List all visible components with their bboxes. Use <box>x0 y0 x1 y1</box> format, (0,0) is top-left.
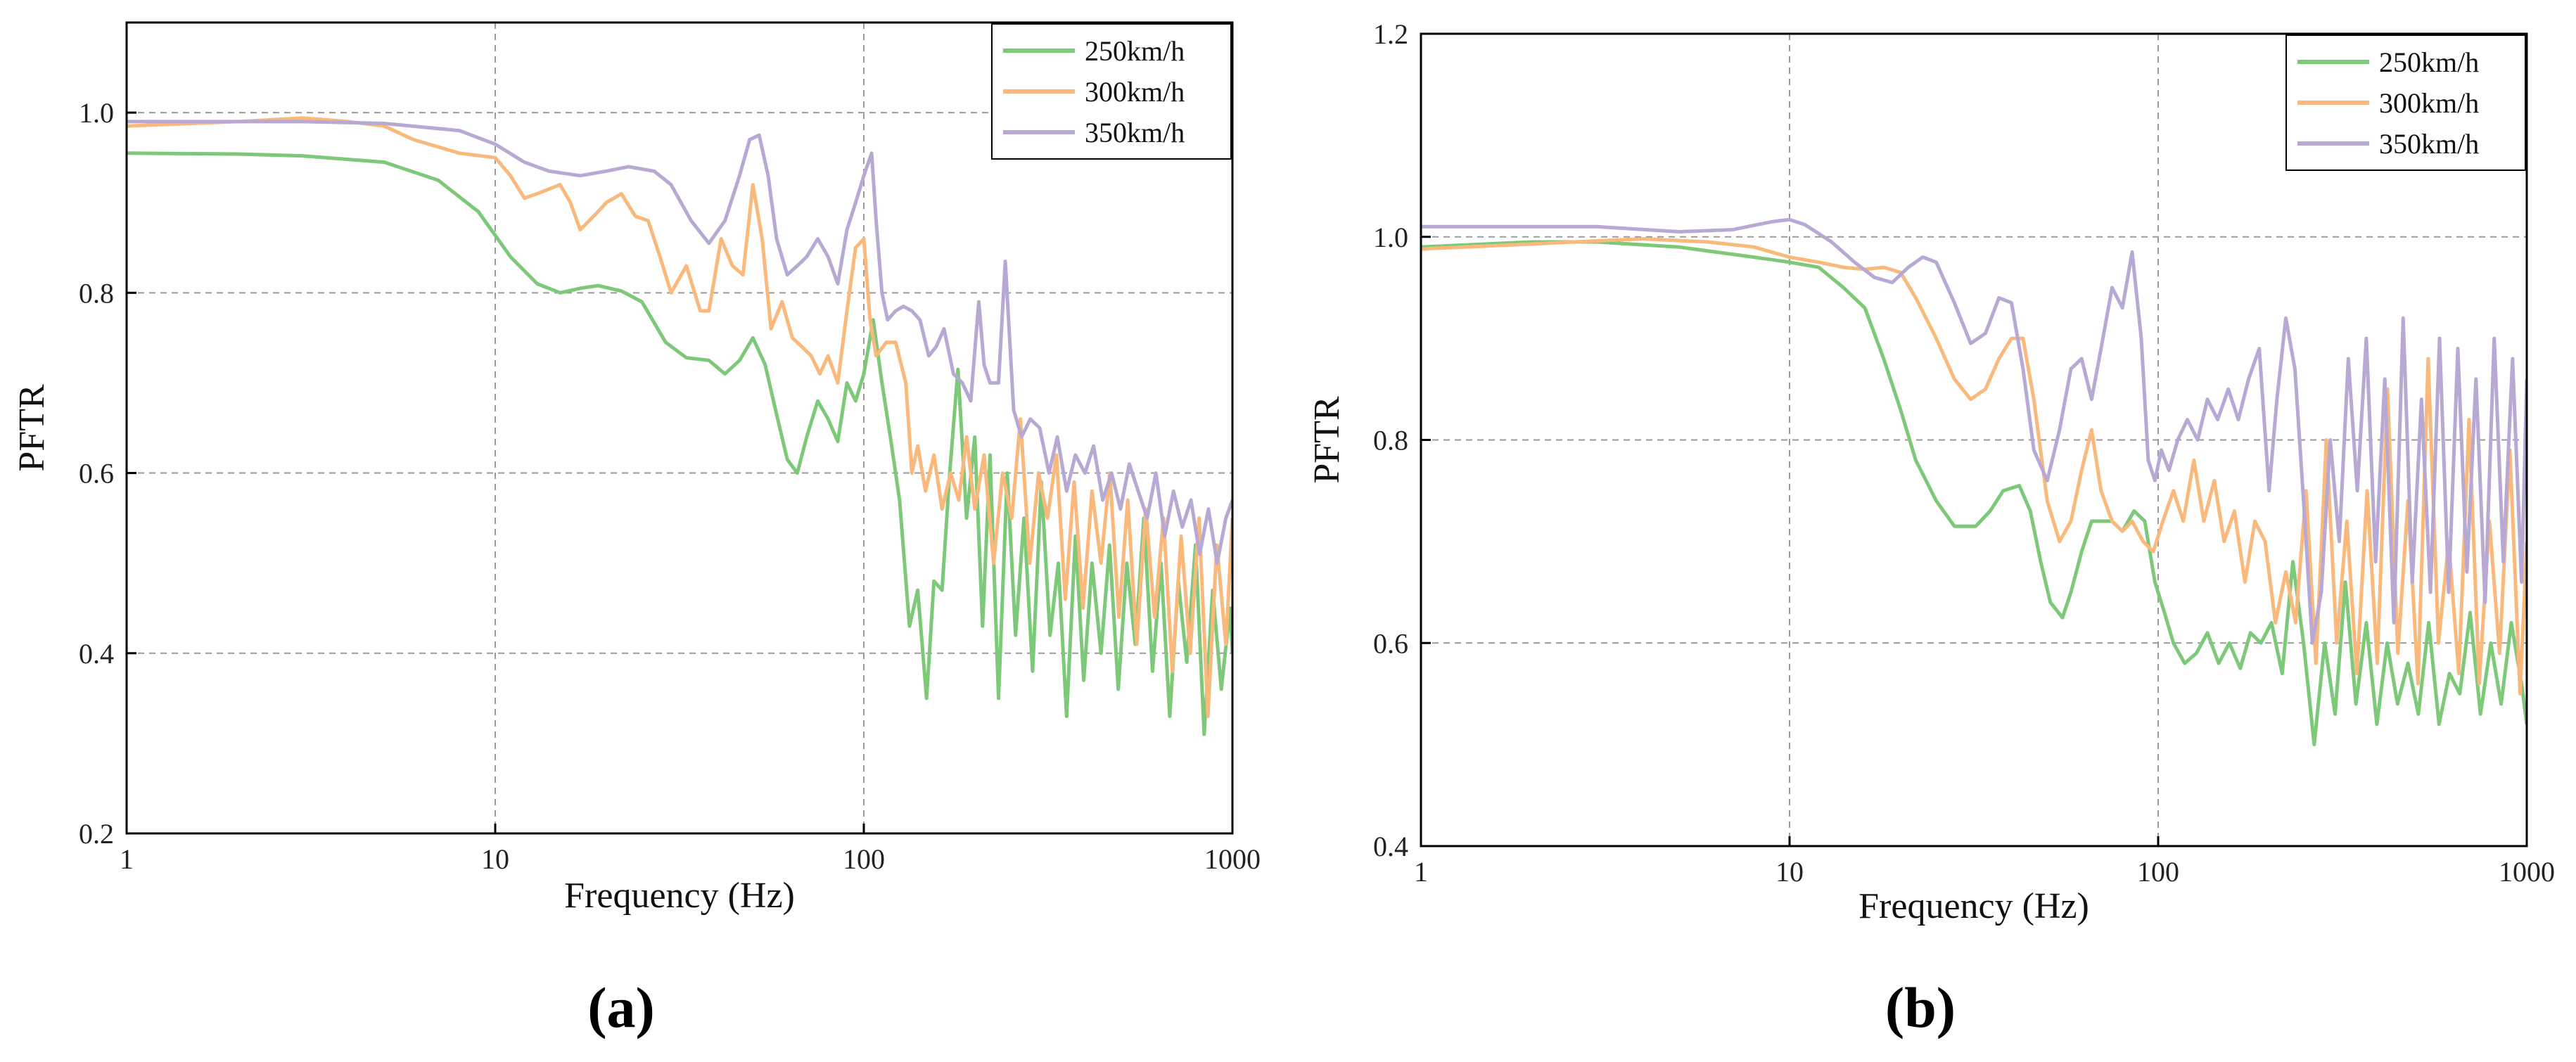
x-tick-label: 100 <box>2137 856 2179 888</box>
panel-label: (b) <box>1885 975 1956 1039</box>
legend-label: 350km/h <box>2379 128 2479 160</box>
x-axis-label: Frequency (Hz) <box>564 876 795 916</box>
y-axis-label: PFTR <box>12 384 52 472</box>
series-line-350km-h <box>127 120 1232 565</box>
series-line-300km-h <box>1421 237 2527 696</box>
legend-label: 350km/h <box>1085 117 1185 148</box>
plot-frame <box>125 21 1234 835</box>
grid <box>1421 34 2527 846</box>
x-tick-label: 10 <box>481 843 509 875</box>
panel-label: (a) <box>587 975 655 1039</box>
y-tick-label: 0.2 <box>79 818 114 850</box>
legend: 250km/h 300km/h 350km/h <box>2285 34 2526 171</box>
legend: 250km/h 300km/h 350km/h <box>991 23 1232 160</box>
y-tick-label: 1.2 <box>1373 18 1408 50</box>
chart-panel-a: 1 10 100 1000 0.2 0.4 0.6 0.8 1.0 Frequency (Hz) P… <box>12 21 1261 1039</box>
x-tick-label: 10 <box>1775 856 1804 888</box>
x-tick-label: 100 <box>843 843 885 875</box>
x-tick-label: 1 <box>1414 856 1428 888</box>
legend-label: 300km/h <box>2379 87 2479 119</box>
series-line-250km-h <box>127 151 1232 736</box>
legend-label: 250km/h <box>1085 35 1185 67</box>
y-tick-label: 0.8 <box>1373 425 1408 456</box>
legend-label: 300km/h <box>1085 76 1185 108</box>
x-tick-label: 1000 <box>2499 856 2555 888</box>
y-tick-label: 0.4 <box>79 638 114 670</box>
x-axis-label: Frequency (Hz) <box>1858 886 2089 926</box>
series-line-250km-h <box>1421 240 2527 747</box>
y-axis-label: PFTR <box>1307 396 1347 484</box>
y-tick-label: 0.8 <box>79 277 114 309</box>
x-tick-label: 1000 <box>1204 843 1261 875</box>
series-line-300km-h <box>127 116 1232 718</box>
series-group <box>127 116 1232 736</box>
y-tick-label: 0.6 <box>1373 627 1408 659</box>
series-group <box>1421 217 2527 747</box>
y-tick-label: 1.0 <box>1373 222 1408 253</box>
legend-label: 250km/h <box>2379 46 2479 78</box>
x-tick-label: 1 <box>120 843 134 875</box>
y-tick-label: 0.4 <box>1373 831 1408 862</box>
y-tick-label: 1.0 <box>79 97 114 129</box>
y-tick-label: 0.6 <box>79 458 114 490</box>
series-line-350km-h <box>1421 217 2527 645</box>
grid <box>127 23 1232 833</box>
chart-panel-b: 1 10 100 1000 0.4 0.6 0.8 1.0 1.2 Frequency (Hz) P… <box>1307 18 2555 1039</box>
